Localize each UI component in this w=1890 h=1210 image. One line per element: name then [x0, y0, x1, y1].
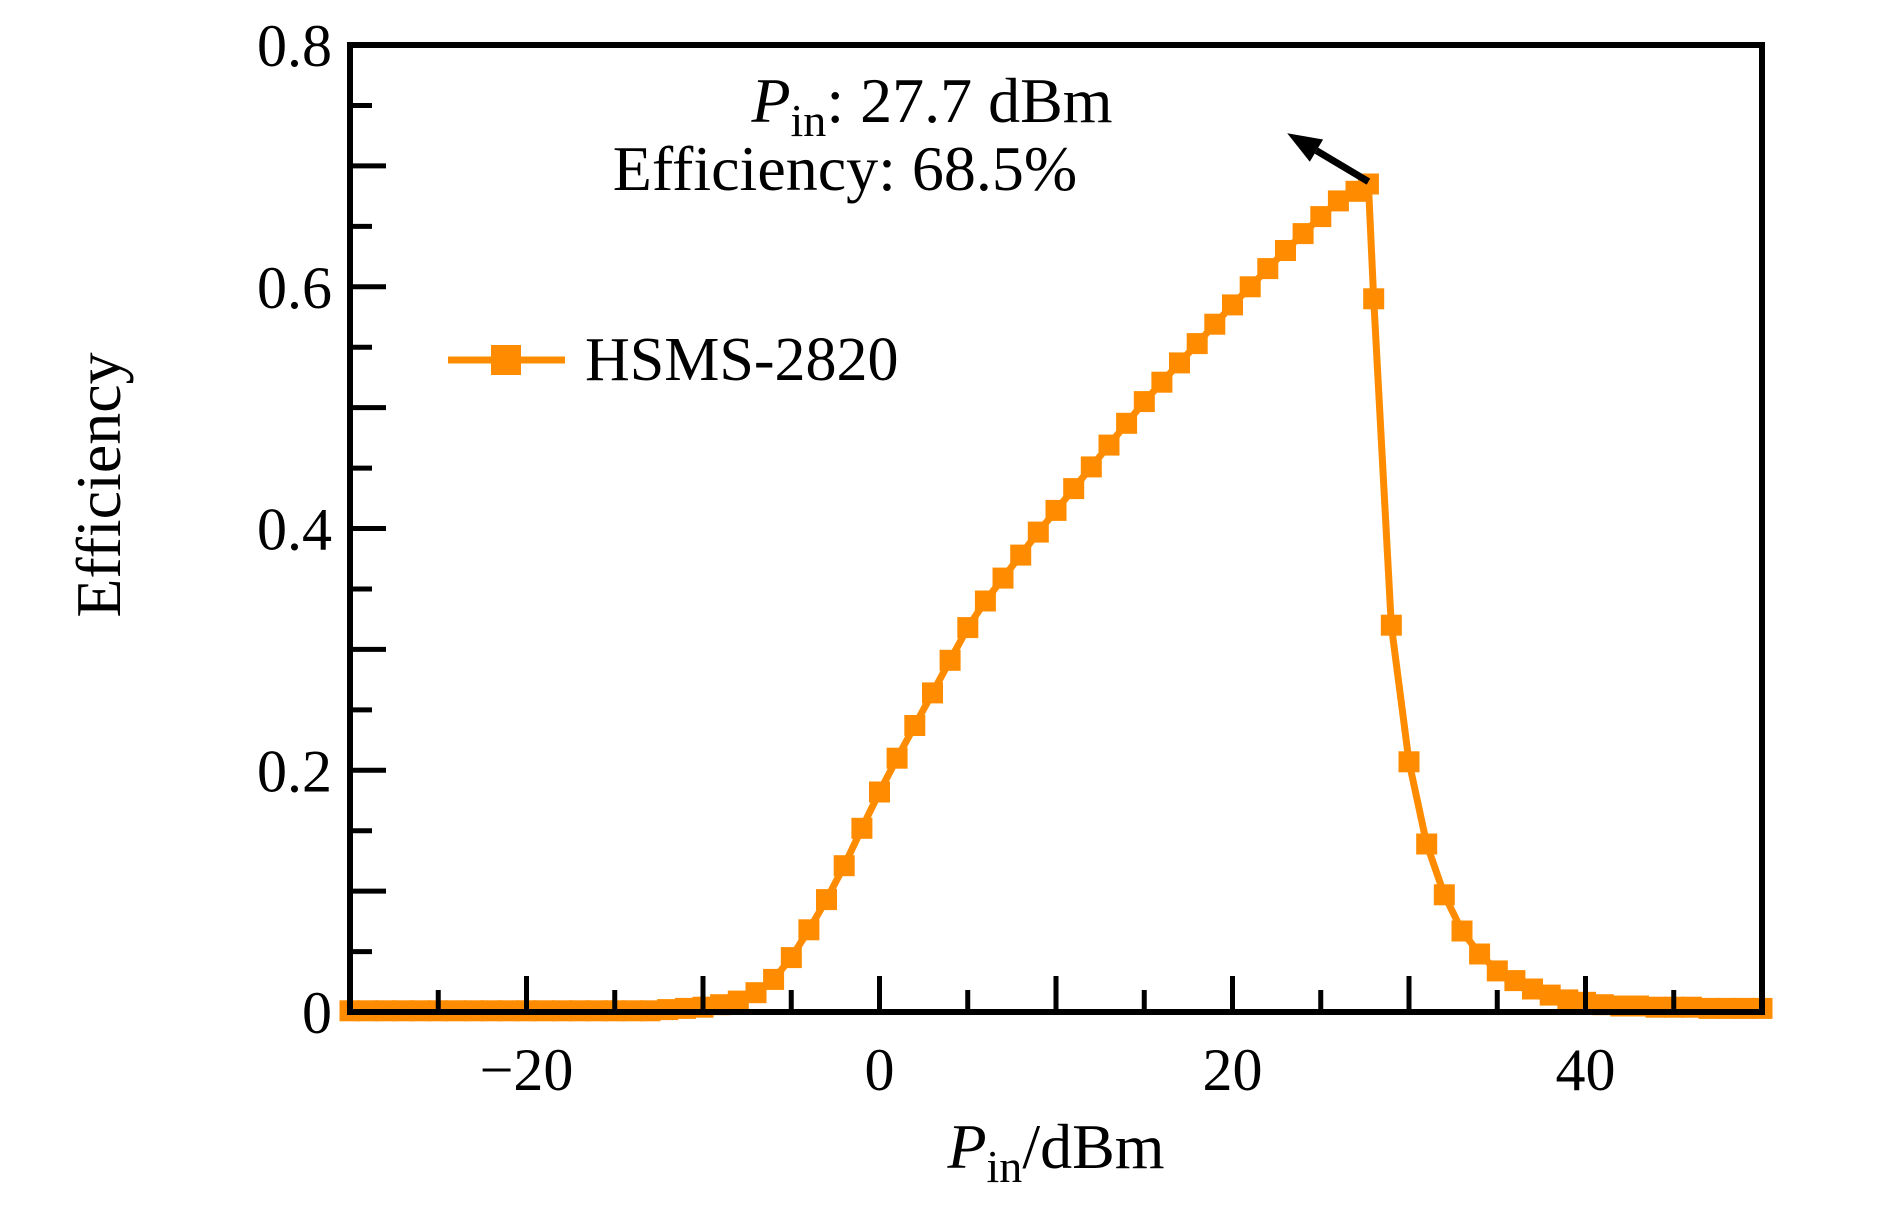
series-markers [339, 173, 1773, 1022]
data-point-marker [1133, 391, 1155, 413]
data-point-marker [992, 567, 1014, 589]
data-point-marker [833, 855, 855, 877]
data-point-marker [1151, 371, 1173, 393]
annotation-arrow [1314, 147, 1371, 185]
data-point-marker [1327, 190, 1349, 212]
axis-ticks [353, 102, 1677, 1009]
data-point-marker [1398, 751, 1420, 773]
data-point-marker [1169, 352, 1190, 374]
data-point-marker [1257, 258, 1279, 280]
data-point-marker [869, 781, 890, 803]
data-point-marker [1433, 884, 1455, 906]
annotation-line2: Efficiency: 68.5% [613, 133, 1077, 204]
data-point-marker [1239, 276, 1261, 298]
data-point-marker [1098, 434, 1120, 456]
data-point-marker [727, 990, 749, 1012]
data-point-marker [1080, 456, 1102, 478]
data-point-marker [1186, 333, 1208, 355]
x-tick-label: 20 [1203, 1037, 1263, 1103]
data-point-marker [1416, 833, 1438, 855]
data-point-marker [1204, 313, 1226, 335]
data-point-marker [1027, 521, 1049, 543]
y-tick-label: 0.6 [257, 255, 332, 321]
data-point-marker [1116, 412, 1138, 434]
data-point-marker [816, 889, 837, 911]
annotation-line1: Pin: 27.7 dBm [750, 65, 1112, 146]
data-point-marker [1010, 544, 1032, 566]
series-line [350, 178, 1762, 1015]
annotation-arrowhead-icon [1287, 133, 1324, 162]
data-point-marker [1045, 499, 1067, 521]
y-tick-label: 0.4 [257, 497, 332, 563]
x-tick-label: 40 [1556, 1037, 1616, 1103]
data-point-marker [780, 947, 802, 969]
data-point-marker [1522, 978, 1543, 1000]
legend: HSMS-2820 [448, 326, 899, 394]
data-point-marker [1222, 294, 1243, 316]
data-point-marker [904, 715, 926, 736]
data-point-marker [1310, 206, 1332, 228]
data-point-marker [1486, 960, 1508, 982]
data-point-marker [1363, 288, 1385, 310]
y-tick-label: 0.2 [257, 738, 332, 804]
data-point-marker [1469, 943, 1491, 965]
x-tick-label: −20 [480, 1037, 574, 1103]
x-tick-label: 0 [865, 1037, 895, 1103]
data-point-marker [1292, 223, 1314, 245]
data-point-marker [957, 617, 979, 639]
data-point-marker [886, 747, 908, 769]
legend-marker-icon [491, 345, 521, 375]
data-point-marker [1539, 984, 1561, 1006]
data-point-marker [922, 682, 943, 704]
data-point-marker [1557, 989, 1579, 1011]
data-point-marker [1063, 478, 1085, 500]
y-tick-label: 0 [302, 980, 332, 1046]
data-point-marker [851, 817, 873, 839]
legend-label: HSMS-2820 [585, 326, 899, 394]
data-point-marker [974, 590, 996, 612]
data-point-marker [1451, 920, 1473, 942]
data-point-marker [745, 982, 767, 1004]
data-point-marker [1380, 614, 1402, 636]
x-axis-label: Pin/dBm [946, 1111, 1164, 1192]
data-point-marker [939, 649, 961, 671]
plot-frame [347, 42, 1765, 1015]
data-point-marker [1275, 240, 1296, 261]
data-point-marker [1504, 970, 1526, 992]
y-axis-label: Efficiency [63, 352, 134, 617]
series-hsms-2820 [339, 173, 1773, 1022]
data-point-marker [763, 968, 785, 990]
data-point-marker [798, 919, 820, 941]
y-tick-label: 0.8 [257, 13, 332, 79]
